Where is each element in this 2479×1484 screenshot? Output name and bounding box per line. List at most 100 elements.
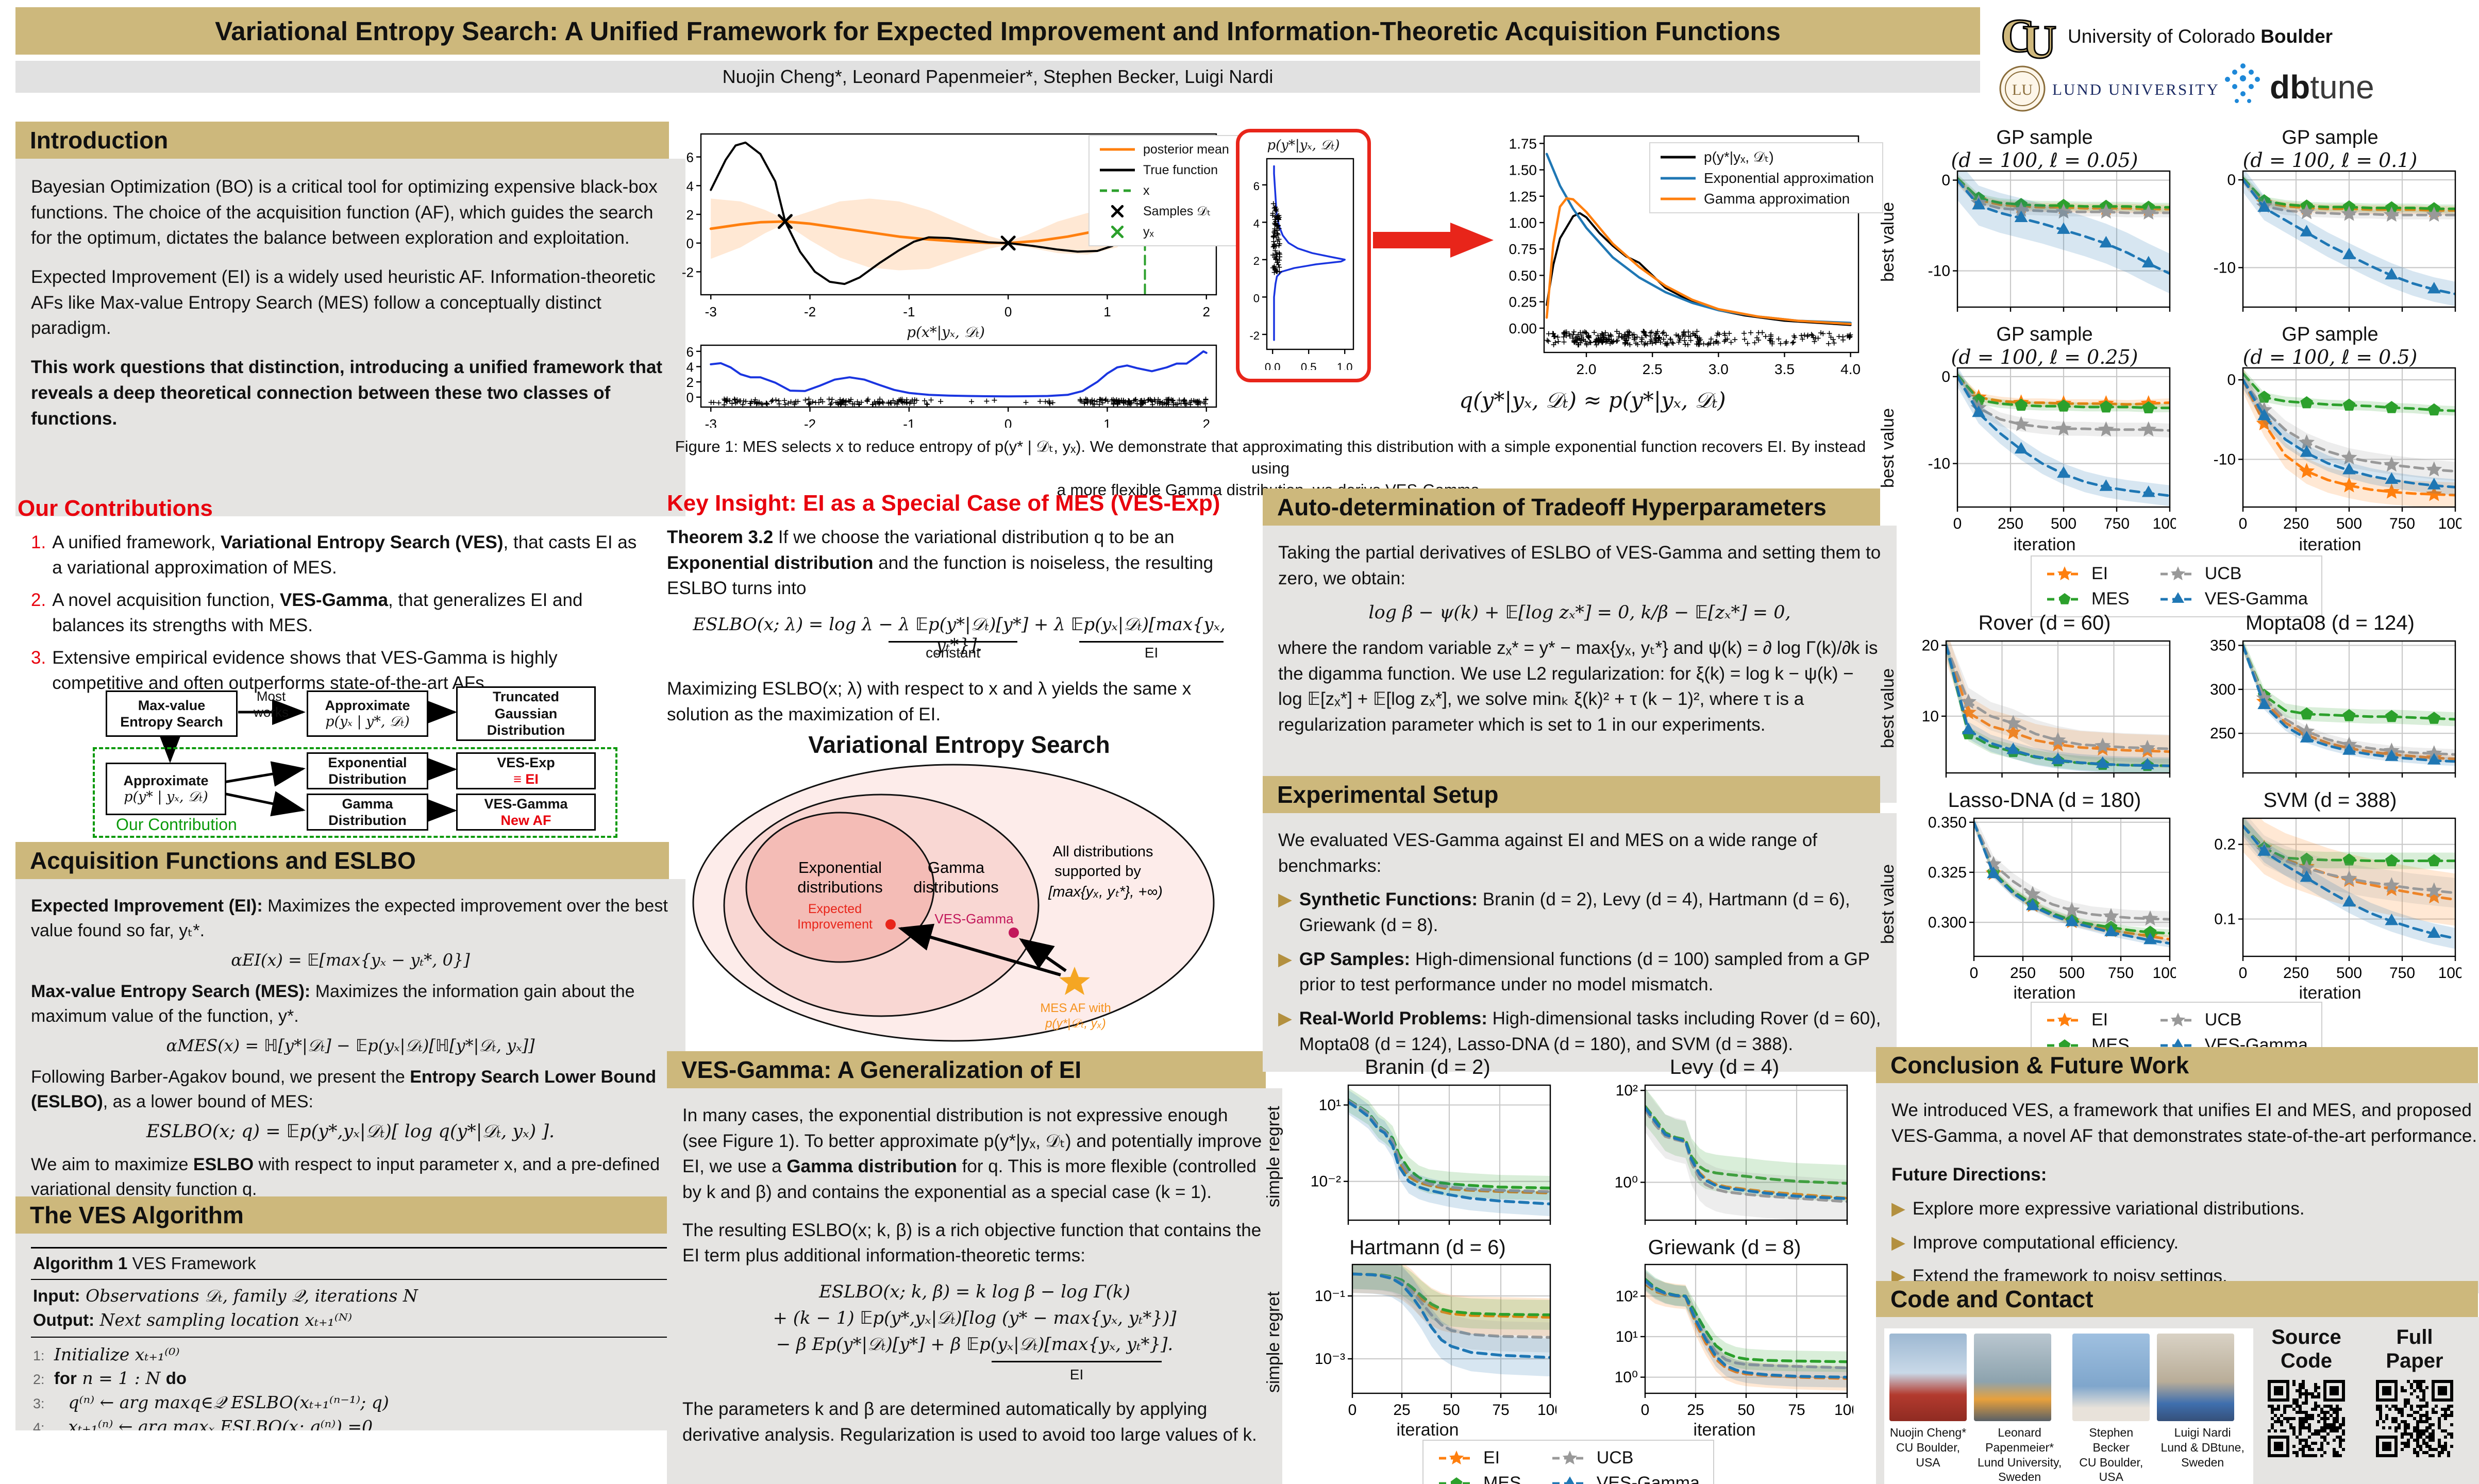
figure1-approx-legend: p(y*|yₓ, 𝒟ₜ) Exponential approximation Gam… xyxy=(1649,142,1883,213)
gp05-title: GP sample (d = 100, ℓ = 0.5) xyxy=(2242,324,2418,368)
svg-text:distributions: distributions xyxy=(913,878,998,896)
conclusion-body: We introduced VES, a framework that unif… xyxy=(1876,1083,2479,1293)
rover-title: Rover (d = 60) xyxy=(1978,612,2111,634)
svg-text:6: 6 xyxy=(686,150,694,165)
bullet-icon: ▶ xyxy=(1278,889,1292,910)
mopta-title: Mopta08 (d = 124) xyxy=(2246,612,2415,634)
person-affil: Lund University, Sweden xyxy=(1978,1455,2062,1484)
hartmann-title: Hartmann (d = 6) xyxy=(1349,1236,1506,1259)
svg-text:500: 500 xyxy=(2051,515,2076,532)
levy-chart: 10² 10⁰ xyxy=(1615,1082,1848,1225)
gp01-chart: 0 -10 xyxy=(2214,170,2456,312)
svg-text:0: 0 xyxy=(1348,1402,1357,1419)
flow-box-truncated: Truncated Gaussian Distribution xyxy=(456,686,596,741)
dbtune-logo xyxy=(2221,61,2265,115)
hartmann-chart: 0 25 50 75 100 10⁻¹ 10⁻³ xyxy=(1315,1263,1556,1419)
svg-text:0.5: 0.5 xyxy=(1301,361,1317,370)
svg-text:4: 4 xyxy=(686,359,694,375)
side-title: p(y*|yₓ, 𝒟ₜ) xyxy=(1267,138,1340,153)
dbtune-dots-icon xyxy=(2225,63,2260,103)
algorithm-body: Algorithm 1 VES Framework Input: Observa… xyxy=(15,1234,685,1430)
contributions-heading: Our Contributions xyxy=(18,496,213,521)
svg-text:10⁻²: 10⁻² xyxy=(1311,1173,1341,1190)
flow-box-exponential: Exponential Distribution xyxy=(307,752,428,789)
svg-text:0.350: 0.350 xyxy=(1928,814,1967,831)
flow-box-approx1: Approximate p(yₓ | y*, 𝒟ₜ) xyxy=(307,690,428,737)
svg-text:0.2: 0.2 xyxy=(2214,836,2236,853)
griewank-chart: 0 25 50 75 100 10² 10¹ 10⁰ xyxy=(1615,1263,1853,1419)
venn-title: Variational Entropy Search xyxy=(808,731,1110,758)
legend-item: True function xyxy=(1100,162,1218,177)
regret-ylabel-1: simple regret xyxy=(1264,1106,1283,1208)
svg-text:Gamma: Gamma xyxy=(928,858,985,876)
avatar xyxy=(2157,1334,2235,1421)
bullet-icon: ▶ xyxy=(1891,1199,1905,1219)
intro-header: Introduction xyxy=(15,122,669,159)
vesg-formula: ESLBO(x; k, β) = k log β − log Γ(k) + (k … xyxy=(773,1281,1177,1355)
legend-item: EI xyxy=(2045,1010,2130,1030)
svg-text:-10: -10 xyxy=(1928,456,1950,473)
dbtune-light: tune xyxy=(2310,69,2374,106)
svg-text:10¹: 10¹ xyxy=(1319,1097,1341,1114)
svg-text:1.75: 1.75 xyxy=(1509,136,1537,151)
svg-text:supported by: supported by xyxy=(1054,863,1141,880)
legend-item: MES xyxy=(1437,1473,1521,1484)
svg-text:0: 0 xyxy=(1970,965,1979,982)
svg-text:1.25: 1.25 xyxy=(1509,189,1537,205)
flow-box-ves-gamma: VES-Gamma New AF xyxy=(456,794,596,831)
svg-text:300: 300 xyxy=(2210,681,2236,698)
dbtune-bold: db xyxy=(2270,69,2310,106)
approx-formula: q(y*|yₓ, 𝒟ₜ) ≈ p(y*|yₓ, 𝒟ₜ) xyxy=(1459,387,1726,413)
person-name: Luigi Nardi xyxy=(2174,1426,2231,1439)
ei-formula: αEI(x) = 𝔼[max{yₓ − yₜ*, 0}] xyxy=(231,950,470,970)
svg-text:Improvement: Improvement xyxy=(797,917,873,932)
iteration-xlabel: iteration xyxy=(2013,535,2076,554)
legend-item: posterior mean xyxy=(1100,142,1229,157)
acq-header: Acquisition Functions and ESLBO xyxy=(15,842,669,879)
authors: Nuojin Cheng*, Leonard Papenmeier*, Step… xyxy=(722,66,1274,87)
svg-text:0.75: 0.75 xyxy=(1509,241,1537,257)
cu-bold: Boulder xyxy=(2260,26,2333,47)
person-card: Stephen Becker CU Boulder, USA xyxy=(2072,1334,2150,1484)
figure1-side-chart: 0.0 0.5 1.0 6 4 2 0 -2 xyxy=(1249,158,1354,374)
caption-line1: Figure 1: MES selects x to reduce entrop… xyxy=(675,437,1866,477)
lund-seal-icon: LU xyxy=(1999,65,2046,112)
flow-diagram: Max-value Entropy Search Most works Approx… xyxy=(15,685,655,838)
svg-text:MES AF with: MES AF with xyxy=(1040,1001,1111,1015)
svg-text:25: 25 xyxy=(1687,1402,1704,1419)
svg-text:0.1: 0.1 xyxy=(2214,911,2236,928)
legend-item: UCB xyxy=(2158,564,2308,584)
svg-text:-2: -2 xyxy=(682,264,694,280)
full-paper-qr xyxy=(2376,1380,2453,1457)
synthetic-legend: EI UCB MES VES-Gamma xyxy=(1422,1440,1714,1484)
svg-text:All distributions: All distributions xyxy=(1052,844,1153,860)
intro-p1: Bayesian Optimization (BO) is a critical… xyxy=(31,177,658,248)
svg-text:3.5: 3.5 xyxy=(1774,361,1795,377)
legend-item: MES xyxy=(2045,589,2130,609)
svg-text:0: 0 xyxy=(2239,965,2248,982)
gp005-chart: 0 -10 xyxy=(1928,170,2171,312)
figure1-main-legend: posterior mean True function x Samples 𝒟ₜ yₓ xyxy=(1088,135,1238,246)
intro-body: Bayesian Optimization (BO) is a critical… xyxy=(15,159,685,516)
best-value-ylabel-1: best value xyxy=(1878,202,1898,282)
svg-text:25: 25 xyxy=(1393,1402,1410,1419)
lund-logo: LU xyxy=(1999,65,2046,115)
svg-text:0.0: 0.0 xyxy=(1265,361,1281,370)
svg-text:0: 0 xyxy=(1253,292,1260,305)
intro-p2: Expected Improvement (EI) is a widely us… xyxy=(31,267,656,339)
iteration-xlabel: iteration xyxy=(1396,1420,1459,1440)
branin-chart: 10¹ 10⁻² xyxy=(1311,1084,1551,1225)
svg-text:10¹: 10¹ xyxy=(1616,1328,1638,1345)
person-name: Stephen Becker xyxy=(2089,1426,2134,1454)
auto-body: Taking the partial derivatives of ESLBO … xyxy=(1263,526,1897,803)
legend-item: Gamma approximation xyxy=(1661,191,1850,207)
legend-item: Samples 𝒟ₜ xyxy=(1098,203,1229,220)
legend-item: UCB xyxy=(2158,1010,2308,1030)
svg-text:1.50: 1.50 xyxy=(1509,162,1537,178)
person-card: Luigi Nardi Lund & DBtune, Sweden xyxy=(2157,1334,2248,1484)
eslbo-formula: ESLBO(x; q) = 𝔼p(y*,yₓ|𝒟ₜ)[ log q(y*|𝒟ₜ,… xyxy=(146,1121,555,1142)
venn-diagram: Exponential distributions Expected Impro… xyxy=(692,764,1215,1042)
svg-text:0: 0 xyxy=(1004,304,1012,317)
